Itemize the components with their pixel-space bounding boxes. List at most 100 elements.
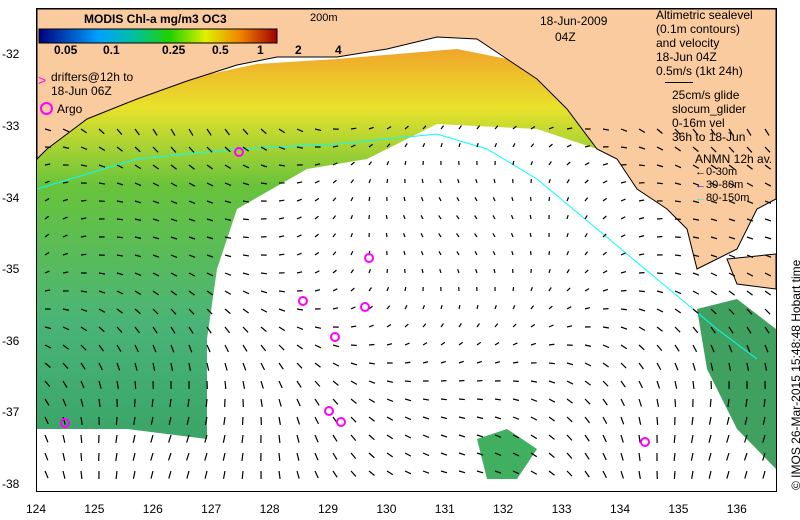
velocity-arrow — [620, 216, 626, 220]
velocity-arrow — [314, 326, 322, 329]
velocity-arrow — [44, 398, 50, 406]
velocity-arrow — [512, 452, 520, 457]
colorbar-tick: 2 — [295, 43, 302, 57]
velocity-arrow — [656, 326, 663, 332]
velocity-arrow — [386, 343, 393, 346]
velocity-arrow — [386, 470, 394, 476]
velocity-arrow — [386, 178, 389, 184]
velocity-arrow — [457, 268, 460, 274]
velocity-arrow — [530, 470, 538, 475]
lon-tick: 135 — [668, 502, 689, 516]
velocity-arrow — [404, 342, 410, 346]
velocity-arrow — [674, 254, 681, 257]
velocity-arrow — [368, 362, 375, 365]
velocity-arrow — [620, 308, 627, 311]
velocity-arrow — [673, 434, 676, 444]
velocity-arrow — [170, 218, 178, 222]
velocity-arrow — [170, 182, 178, 187]
velocity-arrow — [602, 270, 608, 274]
argo-floats — [60, 147, 650, 447]
velocity-arrow — [98, 182, 106, 185]
velocity-arrow — [296, 380, 302, 388]
lon-tick: 127 — [201, 502, 222, 516]
velocity-arrow — [278, 217, 285, 220]
velocity-arrow — [134, 254, 142, 258]
velocity-arrow — [746, 236, 754, 240]
glider-label: 0-16m vel — [672, 116, 725, 130]
velocity-arrow — [241, 452, 244, 461]
velocity-arrow — [620, 271, 627, 274]
velocity-arrow — [134, 164, 142, 170]
velocity-arrow — [134, 326, 140, 334]
velocity-arrow — [764, 128, 770, 136]
velocity-arrow — [314, 251, 320, 256]
velocity-arrow — [296, 452, 300, 461]
velocity-arrow — [242, 128, 249, 135]
velocity-arrow — [674, 380, 678, 389]
velocity-arrow — [764, 308, 771, 315]
velocity-arrow — [439, 178, 442, 184]
lat-tick: -32 — [2, 47, 20, 61]
velocity-arrow — [314, 434, 319, 443]
altimetry-label: (0.1m contours) — [656, 22, 741, 36]
velocity-arrow — [584, 251, 589, 256]
velocity-arrow — [602, 452, 607, 461]
velocity-arrow — [44, 233, 50, 238]
velocity-arrow — [44, 380, 51, 388]
velocity-arrow — [620, 380, 626, 388]
velocity-arrow — [746, 200, 754, 205]
velocity-arrow — [170, 290, 177, 296]
velocity-arrow — [152, 200, 160, 204]
velocity-arrow — [746, 344, 751, 353]
velocity-arrow — [440, 434, 448, 438]
velocity-arrow — [620, 181, 627, 184]
velocity-arrow — [494, 323, 499, 328]
velocity-arrow — [728, 290, 735, 296]
velocity-arrow — [494, 342, 500, 346]
velocity-arrow — [98, 344, 104, 352]
velocity-arrow — [494, 434, 502, 438]
velocity-arrow — [512, 286, 515, 292]
velocity-arrow — [115, 434, 118, 443]
velocity-arrow — [746, 362, 749, 371]
velocity-arrow — [708, 416, 712, 425]
velocity-arrow — [602, 288, 609, 292]
velocity-arrow — [674, 344, 680, 352]
chlorophyll-coverage — [37, 49, 597, 439]
colorbar-tick: 0.5 — [212, 43, 229, 57]
velocity-arrow — [62, 452, 66, 461]
velocity-arrow — [188, 272, 196, 277]
velocity-arrow — [368, 380, 376, 384]
velocity-arrow — [548, 287, 552, 292]
velocity-arrow — [726, 470, 730, 479]
velocity-arrow — [223, 416, 226, 425]
velocity-arrow — [492, 251, 496, 256]
velocity-arrow — [332, 269, 337, 274]
velocity-arrow — [764, 146, 771, 153]
velocity-arrow — [474, 215, 478, 220]
land-kangaroo-island — [726, 253, 776, 290]
velocity-arrow — [278, 253, 285, 256]
velocity-arrow — [566, 161, 571, 166]
velocity-arrow — [332, 362, 340, 367]
velocity-arrow — [62, 146, 70, 149]
velocity-arrow — [457, 178, 460, 184]
velocity-arrow — [512, 342, 518, 346]
velocity-arrow — [456, 197, 460, 202]
velocity-arrow — [728, 164, 735, 170]
velocity-arrow — [566, 452, 573, 459]
velocity-arrow — [188, 164, 195, 170]
velocity-arrow — [530, 342, 537, 346]
velocity-arrow — [422, 323, 427, 328]
velocity-arrow — [204, 416, 208, 425]
velocity-arrow — [494, 416, 502, 420]
velocity-arrow — [548, 324, 554, 328]
velocity-arrow — [548, 470, 555, 476]
velocity-arrow — [80, 199, 87, 202]
arrow-icon: ← — [695, 192, 706, 204]
velocity-arrow — [656, 146, 664, 151]
velocity-arrow — [332, 145, 339, 148]
velocity-arrow — [602, 344, 610, 349]
velocity-arrow — [548, 161, 552, 166]
velocity-arrow — [510, 232, 514, 238]
